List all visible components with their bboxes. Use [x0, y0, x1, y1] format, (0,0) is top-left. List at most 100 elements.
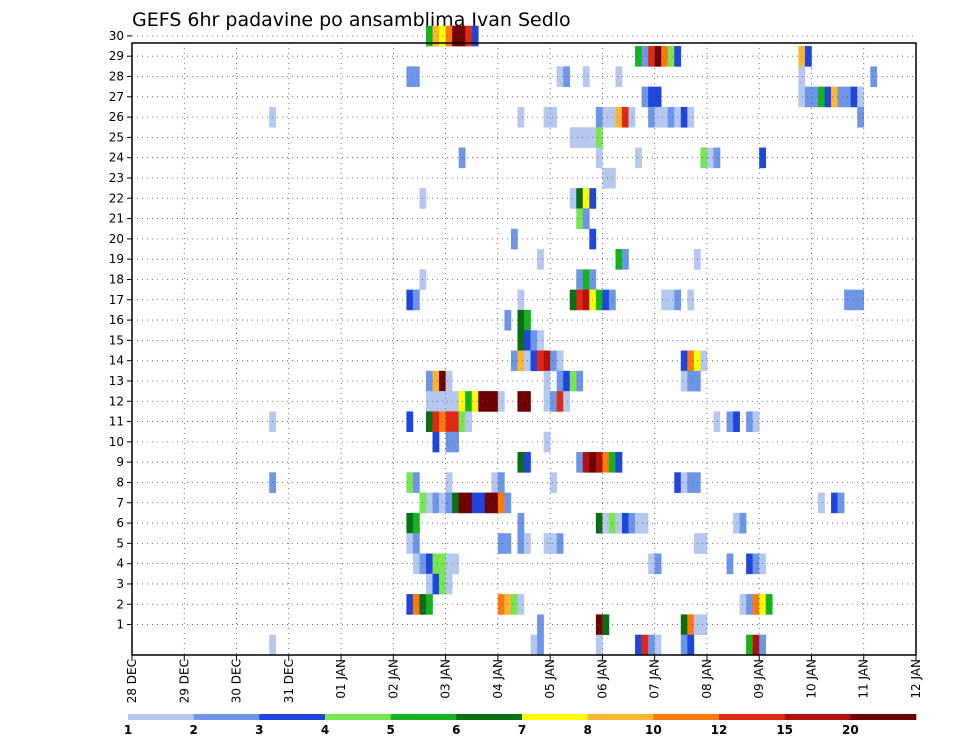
heatmap-cell [510, 228, 518, 250]
heatmap-cell [831, 492, 838, 514]
heatmap-cell [550, 106, 557, 128]
heatmap-cell [550, 350, 557, 372]
colorbar-label: 4 [321, 723, 329, 737]
y-tick-label: 7 [116, 496, 124, 510]
heatmap-cell [635, 147, 642, 169]
heatmap-cell [582, 66, 590, 87]
heatmap-cell [537, 330, 544, 351]
heatmap-cell [680, 106, 688, 128]
heatmap-cell [857, 106, 865, 128]
heatmap-cell [595, 634, 603, 656]
colorbar-label: 20 [842, 723, 859, 737]
colorbar-swatch [390, 714, 457, 720]
colorbar-label: 2 [189, 723, 197, 737]
heatmap-cell [595, 614, 603, 635]
heatmap-cell [687, 614, 695, 635]
x-tick-label: 29 DEC [177, 659, 191, 703]
heatmap-cell [648, 553, 655, 575]
heatmap-cell [406, 533, 414, 554]
heatmap-cell [465, 25, 473, 47]
colorbar-label: 15 [776, 723, 793, 737]
heatmap-cell [615, 106, 623, 128]
heatmap-cell [517, 512, 525, 534]
x-tick-label: 01 JAN [334, 659, 348, 699]
heatmap-cell [445, 553, 453, 575]
heatmap-cell [759, 634, 767, 656]
colorbar-swatch [587, 714, 654, 720]
heatmap-cell [661, 106, 669, 128]
heatmap-cell [445, 492, 453, 514]
heatmap-cell [426, 492, 433, 514]
y-tick-label: 19 [109, 252, 124, 266]
y-tick-label: 1 [116, 618, 124, 632]
heatmap-cell [452, 411, 459, 433]
x-tick-label: 07 JAN [648, 659, 662, 699]
heatmap-cell [798, 86, 806, 108]
heatmap-cell [465, 391, 473, 412]
heatmap-cell [582, 188, 590, 209]
heatmap-cell [465, 492, 473, 514]
heatmap-cell [406, 411, 414, 433]
heatmap-cell [412, 553, 420, 575]
heatmap-cell [412, 533, 420, 554]
heatmap-cell [530, 350, 538, 372]
heatmap-cell [615, 452, 623, 473]
colorbar-label: 3 [255, 723, 263, 737]
heatmap-cell [484, 492, 492, 514]
heatmap-cell [667, 106, 675, 128]
x-tick-label: 30 DEC [230, 659, 244, 703]
y-tick-label: 3 [116, 577, 124, 591]
heatmap-cell [622, 249, 629, 270]
heatmap-cell [432, 492, 440, 514]
heatmap-cell [654, 106, 662, 128]
heatmap-cell [615, 512, 623, 534]
colorbar-swatch [128, 714, 194, 720]
heatmap-cell [537, 614, 544, 635]
heatmap-cell [452, 492, 459, 514]
heatmap-cell [811, 86, 819, 108]
heatmap-cell [582, 127, 590, 148]
heatmap-cell [412, 512, 420, 534]
heatmap-cell [641, 634, 649, 656]
heatmap-cell [687, 634, 695, 656]
heatmap-cell [517, 106, 525, 128]
heatmap-cell [445, 411, 453, 433]
heatmap-cell [569, 188, 577, 209]
heatmap-cell [739, 594, 747, 615]
heatmap-cell [746, 553, 753, 575]
heatmap-cell [445, 431, 453, 453]
heatmap-cell [445, 370, 453, 392]
y-tick-label: 13 [109, 374, 124, 388]
heatmap-cell [739, 512, 747, 534]
heatmap-cell [615, 66, 623, 87]
chart-title: GEFS 6hr padavine po ansamblima Ivan Sed… [132, 9, 571, 31]
heatmap-cell [837, 492, 845, 514]
heatmap-cell [595, 512, 603, 534]
heatmap-cell [641, 46, 649, 67]
heatmap-cell [700, 350, 708, 372]
heatmap-cell [648, 634, 655, 656]
heatmap-cell [445, 391, 453, 412]
colorbar-label: 12 [711, 723, 728, 737]
heatmap-cell [818, 492, 825, 514]
heatmap-cell [517, 350, 525, 372]
heatmap-cell [556, 66, 564, 87]
heatmap-cell [517, 533, 525, 554]
x-tick-label: 03 JAN [439, 659, 453, 699]
heatmap-cell [426, 25, 433, 47]
heatmap-cell [445, 25, 453, 47]
heatmap-cell [569, 370, 577, 392]
heatmap-cell [491, 391, 499, 412]
heatmap-cell [550, 533, 557, 554]
heatmap-cell [700, 533, 708, 554]
heatmap-cell [497, 492, 505, 514]
heatmap-cell [537, 350, 544, 372]
heatmap-cell [471, 391, 479, 412]
heatmap-cell [576, 452, 584, 473]
y-tick-label: 28 [109, 69, 124, 83]
heatmap-cell [752, 411, 760, 433]
heatmap-cell [406, 472, 414, 493]
heatmap-cell [857, 86, 865, 108]
colorbar-label: 5 [386, 723, 394, 737]
